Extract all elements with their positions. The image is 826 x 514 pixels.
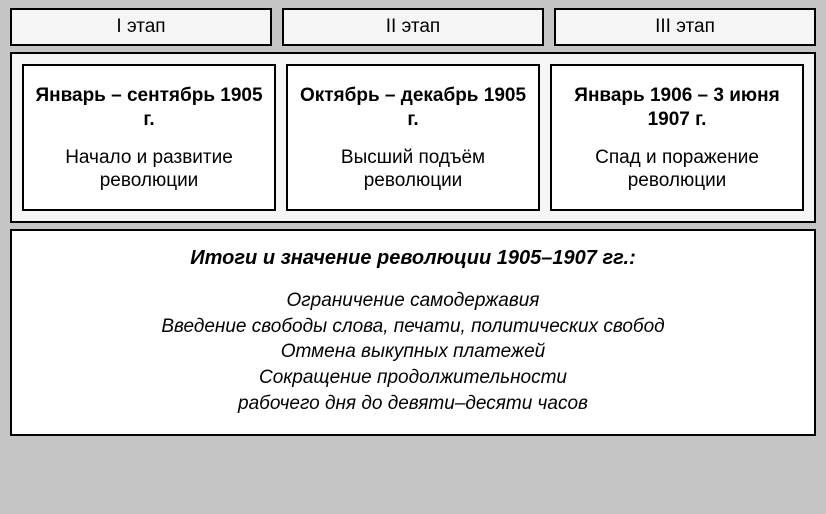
results-item-5: рабочего дня до девяти–десяти часов	[24, 391, 802, 417]
results-item-4: Сокращение продолжительности	[24, 365, 802, 391]
results-title: Итоги и значение революции 1905–1907 гг.…	[24, 247, 802, 270]
stages-frame: Январь – сентябрь 1905 г. Начало и разви…	[10, 52, 816, 223]
header-row: I этап II этап III этап	[10, 8, 816, 46]
stage-date-1: Январь – сентябрь 1905 г.	[34, 84, 264, 132]
stage-cell-3: Январь 1906 – 3 июня 1907 г. Спад и пора…	[550, 64, 804, 211]
results-list: Ограничение самодержавия Введение свобод…	[24, 288, 802, 416]
stage-desc-3: Спад и поражение революции	[562, 146, 792, 194]
results-item-1: Ограничение самодержавия	[24, 288, 802, 314]
stage-date-2: Октябрь – декабрь 1905 г.	[298, 84, 528, 132]
stage-desc-2: Высший подъём революции	[298, 146, 528, 194]
stage-cell-1: Январь – сентябрь 1905 г. Начало и разви…	[22, 64, 276, 211]
diagram-root: I этап II этап III этап Январь – сентябр…	[10, 8, 816, 506]
results-item-3: Отмена выкупных платежей	[24, 339, 802, 365]
stage-desc-1: Начало и развитие революции	[34, 146, 264, 194]
header-stage-1: I этап	[10, 8, 272, 46]
stages-row: Январь – сентябрь 1905 г. Начало и разви…	[22, 64, 804, 211]
results-item-2: Введение свободы слова, печати, политиче…	[24, 314, 802, 340]
header-stage-3: III этап	[554, 8, 816, 46]
results-frame: Итоги и значение революции 1905–1907 гг.…	[10, 229, 816, 436]
stage-cell-2: Октябрь – декабрь 1905 г. Высший подъём …	[286, 64, 540, 211]
stage-date-3: Январь 1906 – 3 июня 1907 г.	[562, 84, 792, 132]
header-stage-2: II этап	[282, 8, 544, 46]
